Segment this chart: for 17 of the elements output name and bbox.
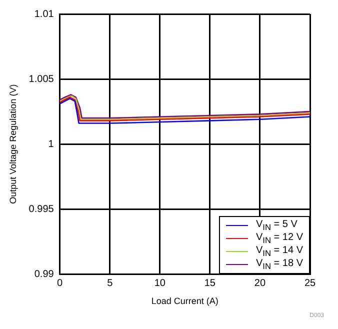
- legend-label: V$_{IN}$ = 18 V: [256, 258, 303, 272]
- y-tick-label: 1.005: [28, 74, 54, 85]
- x-tick-label: 25: [304, 278, 316, 289]
- legend-label: V$_{IN}$ = 12 V: [256, 232, 303, 246]
- x-tick-label: 0: [57, 278, 64, 289]
- x-tick-label: 20: [254, 278, 266, 289]
- y-tick-label: 0.995: [28, 204, 54, 215]
- x-axis-title: Load Current (A): [151, 296, 218, 306]
- x-tick-label: 15: [204, 278, 216, 289]
- y-axis-title: Output Voltage Regulation (V): [8, 84, 18, 204]
- x-tick-label: 5: [107, 278, 114, 289]
- x-tick-label: 10: [154, 278, 166, 289]
- y-tick-label: 1.01: [34, 8, 54, 20]
- y-tick-label: 1: [48, 138, 54, 150]
- y-tick-label: 0.99: [34, 268, 54, 280]
- legend-label: V$_{IN}$ = 5 V: [256, 219, 298, 232]
- legend-label: V$_{IN}$ = 14 V: [256, 245, 303, 258]
